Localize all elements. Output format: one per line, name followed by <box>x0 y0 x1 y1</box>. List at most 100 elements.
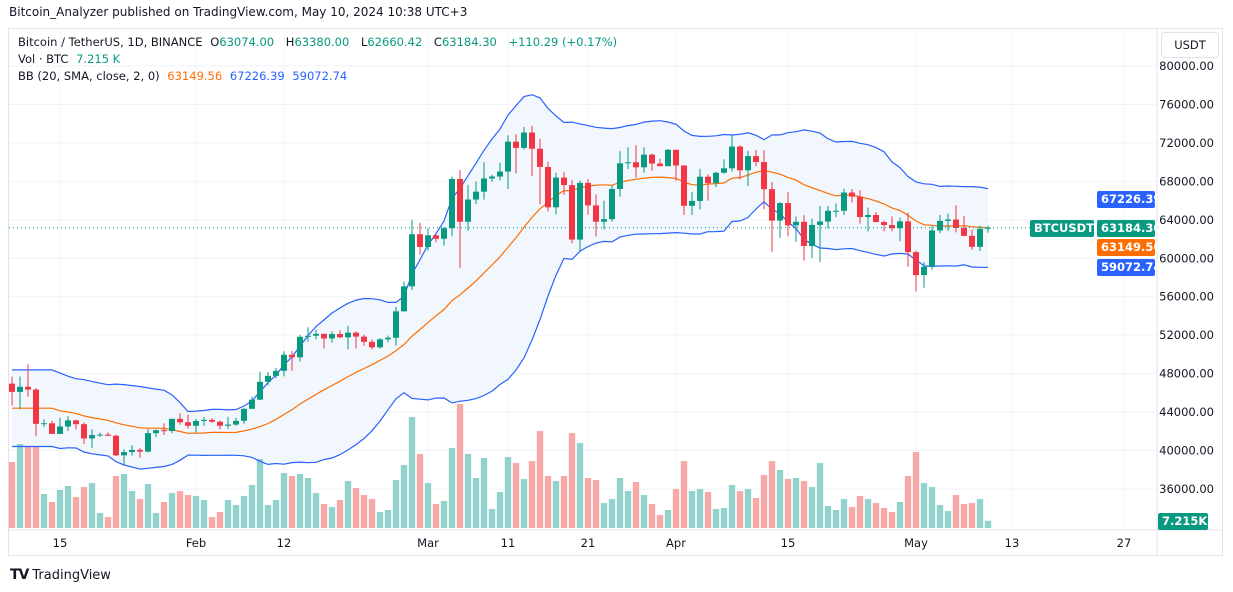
candle-body <box>369 341 375 348</box>
volume-bar <box>984 520 992 528</box>
bb-upper-tag: 67226.39 <box>1097 191 1161 208</box>
legend-open: 63074.00 <box>219 35 275 49</box>
volume-bar <box>576 443 584 528</box>
candle-body <box>305 335 311 337</box>
volume-bar <box>344 481 352 528</box>
volume-bar <box>680 461 688 528</box>
legend-bb-upper: 67226.39 <box>229 69 285 83</box>
legend-bb-lower: 59072.74 <box>292 69 348 83</box>
candle-body <box>33 389 39 424</box>
volume-bar <box>184 495 192 528</box>
candle-body <box>337 334 343 338</box>
volume-bar <box>744 489 752 528</box>
volume-bar <box>896 502 904 528</box>
volume-bar <box>176 491 184 528</box>
candle-body <box>913 252 919 276</box>
volume-bar <box>24 446 32 528</box>
volume-bar <box>8 462 16 528</box>
candle-body <box>361 336 367 342</box>
candle-body <box>905 221 911 253</box>
candle-body <box>697 176 703 201</box>
volume-bar <box>920 483 928 528</box>
candle-body <box>145 433 151 452</box>
volume-tag: 7.215K <box>1158 513 1208 530</box>
candle-body <box>985 227 991 229</box>
candle-body <box>937 220 943 231</box>
volume-bar <box>856 496 864 528</box>
candle-body <box>425 235 431 248</box>
volume-bar <box>488 509 496 528</box>
volume-bar <box>216 512 224 528</box>
volume-bar <box>296 474 304 528</box>
volume-bar <box>960 504 968 528</box>
volume-bar <box>760 475 768 528</box>
volume-bar <box>88 483 96 528</box>
candle-body <box>177 418 183 423</box>
candle-body <box>393 311 399 338</box>
candle-body <box>617 163 623 189</box>
candle-body <box>769 189 775 221</box>
candle-body <box>889 225 895 229</box>
candle-body <box>137 449 143 452</box>
candle-body <box>457 178 463 222</box>
volume-bar <box>56 490 64 528</box>
candle-body <box>201 419 207 421</box>
volume-bar <box>376 512 384 528</box>
volume-bar <box>480 458 488 528</box>
volume-bar <box>560 476 568 528</box>
candle-body <box>649 154 655 164</box>
candle-body <box>713 172 719 184</box>
candle-body <box>849 192 855 197</box>
volume-bar <box>776 470 784 528</box>
currency-button[interactable]: USDT <box>1161 32 1219 58</box>
candle-body <box>921 266 927 276</box>
candle-body <box>209 419 215 422</box>
candle-body <box>49 423 55 434</box>
candle-body <box>529 132 535 149</box>
price-tick-label: 64000.00 <box>1159 213 1214 227</box>
candle-body <box>665 149 671 167</box>
volume-bar <box>240 496 248 528</box>
candle-body <box>929 230 935 267</box>
volume-bar <box>392 480 400 528</box>
volume-bar <box>968 503 976 528</box>
candle-body <box>313 333 319 336</box>
volume-bar <box>496 492 504 528</box>
volume-bar <box>848 507 856 528</box>
volume-bar <box>40 494 48 528</box>
legend-symbol[interactable]: Bitcoin / TetherUS, 1D, BINANCE <box>18 35 203 49</box>
volume-bar <box>648 504 656 528</box>
price-tick-label: 40000.00 <box>1159 444 1214 458</box>
legend-bb-label[interactable]: BB (20, SMA, close, 2, 0) <box>18 69 160 83</box>
legend-vol-label[interactable]: Vol · BTC <box>18 52 69 66</box>
volume-bar <box>336 500 344 528</box>
volume-bar <box>128 491 136 528</box>
volume-bar <box>304 478 312 528</box>
candle-body <box>169 418 175 432</box>
footer-brand[interactable]: TV TradingView <box>10 567 111 583</box>
candle-body <box>505 141 511 172</box>
candle-body <box>353 332 359 337</box>
volume-bar <box>432 504 440 528</box>
volume-bar <box>624 491 632 528</box>
candle-body <box>345 332 351 338</box>
volume-bar <box>64 486 72 528</box>
candle-body <box>233 420 239 425</box>
candle-body <box>129 449 135 453</box>
candle-body <box>689 200 695 206</box>
time-tick-label: 27 <box>1117 536 1132 550</box>
volume-bar <box>440 501 448 528</box>
volume-bar <box>80 487 88 528</box>
time-tick-label: Feb <box>186 536 206 550</box>
price-tick-label: 68000.00 <box>1159 174 1214 188</box>
volume-bar <box>936 505 944 528</box>
candle-body <box>969 235 975 247</box>
volume-bar <box>664 510 672 528</box>
volume-bar <box>808 487 816 528</box>
legend-volume-row: Vol · BTC 7.215 K <box>18 52 124 66</box>
volume-bar <box>736 491 744 528</box>
candle-body <box>657 163 663 167</box>
candle-body <box>881 222 887 226</box>
volume-bar <box>752 498 760 528</box>
